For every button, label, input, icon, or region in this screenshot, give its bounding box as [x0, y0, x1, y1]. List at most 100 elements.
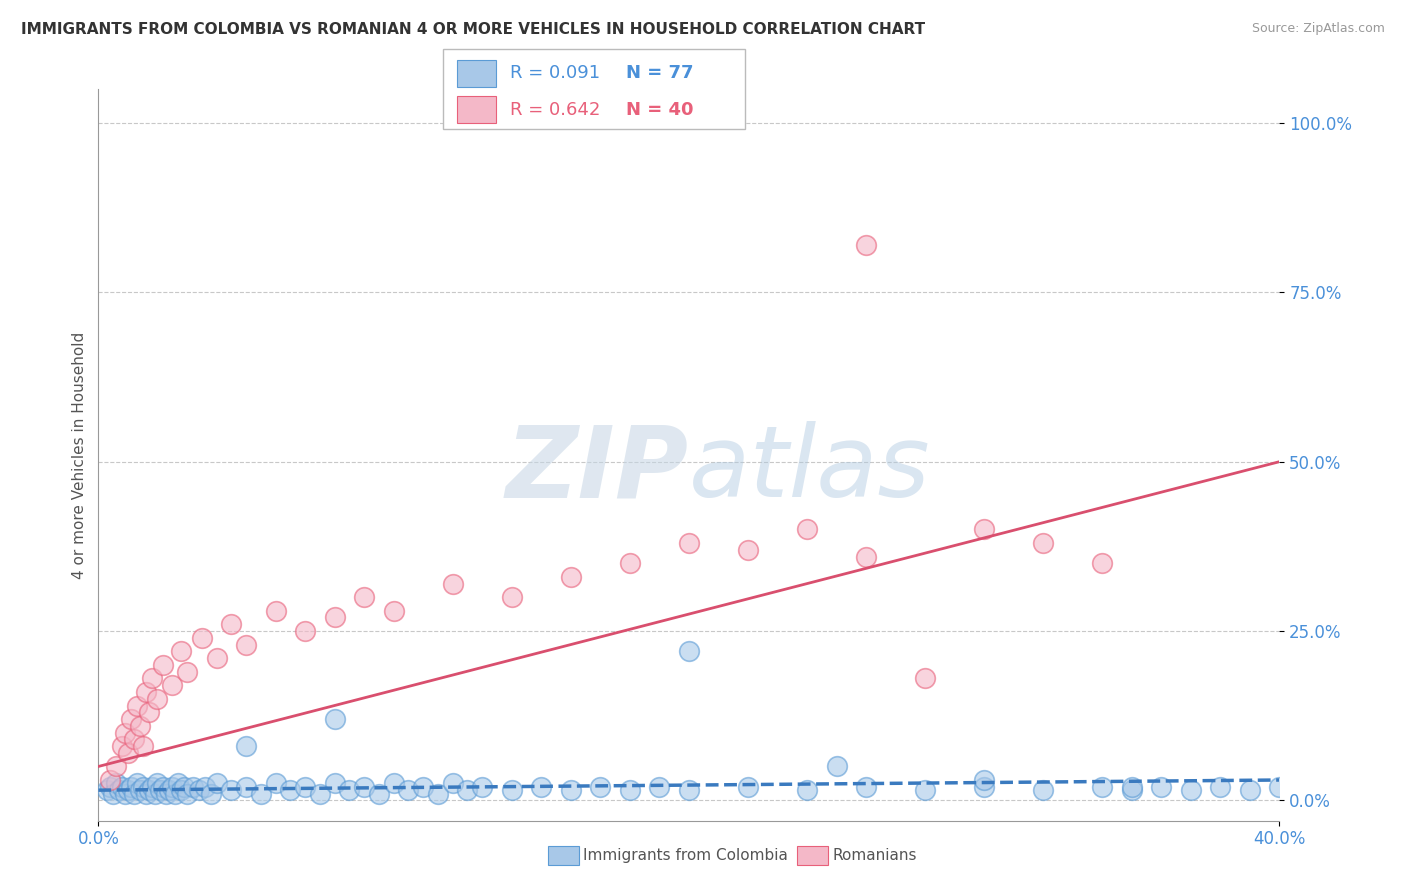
Point — [105, 759, 128, 773]
Point — [132, 780, 155, 794]
Point — [146, 691, 169, 706]
Point — [825, 759, 848, 773]
Point — [114, 725, 136, 739]
Point — [855, 780, 877, 794]
Point — [855, 549, 877, 564]
Point — [339, 783, 361, 797]
Point — [457, 783, 479, 797]
Point — [96, 783, 118, 797]
Point — [1268, 780, 1291, 794]
Point — [176, 787, 198, 801]
Point — [141, 672, 163, 686]
Point — [1091, 780, 1114, 794]
Point — [141, 780, 163, 794]
Point — [914, 783, 936, 797]
Point — [170, 644, 193, 658]
Point — [737, 542, 759, 557]
Point — [122, 732, 145, 747]
Point — [235, 638, 257, 652]
Point — [294, 780, 316, 794]
Point — [1239, 783, 1261, 797]
Point — [125, 776, 148, 790]
Text: IMMIGRANTS FROM COLOMBIA VS ROMANIAN 4 OR MORE VEHICLES IN HOUSEHOLD CORRELATION: IMMIGRANTS FROM COLOMBIA VS ROMANIAN 4 O… — [21, 22, 925, 37]
Point — [117, 746, 139, 760]
Point — [323, 776, 346, 790]
Point — [280, 783, 302, 797]
Point — [235, 739, 257, 753]
Point — [132, 739, 155, 753]
Point — [138, 706, 160, 720]
Point — [441, 776, 464, 790]
Point — [678, 536, 700, 550]
Point — [167, 776, 190, 790]
Point — [323, 610, 346, 624]
Point — [796, 523, 818, 537]
Point — [353, 780, 375, 794]
Point — [98, 772, 121, 787]
Point — [382, 776, 405, 790]
Point — [105, 776, 128, 790]
Point — [143, 787, 166, 801]
Text: Romanians: Romanians — [832, 848, 917, 863]
Point — [108, 783, 131, 797]
Point — [200, 787, 222, 801]
Point — [501, 783, 523, 797]
Point — [412, 780, 434, 794]
Point — [181, 780, 204, 794]
Text: N = 77: N = 77 — [626, 64, 693, 82]
Point — [128, 783, 150, 797]
Point — [250, 787, 273, 801]
Point — [162, 678, 183, 692]
Point — [173, 780, 195, 794]
Point — [205, 776, 228, 790]
Point — [1180, 783, 1202, 797]
Point — [441, 576, 464, 591]
Point — [162, 780, 183, 794]
Text: ZIP: ZIP — [506, 421, 689, 518]
Point — [1121, 780, 1143, 794]
Point — [1091, 556, 1114, 570]
Point — [560, 570, 582, 584]
Point — [117, 783, 139, 797]
Point — [111, 739, 134, 753]
Point — [501, 590, 523, 604]
Point — [1209, 780, 1232, 794]
Text: Immigrants from Colombia: Immigrants from Colombia — [583, 848, 789, 863]
Point — [187, 783, 209, 797]
Point — [114, 787, 136, 801]
Point — [120, 712, 142, 726]
Point — [530, 780, 553, 794]
Point — [264, 776, 287, 790]
Point — [368, 787, 391, 801]
Point — [194, 780, 217, 794]
Point — [737, 780, 759, 794]
Text: N = 40: N = 40 — [626, 101, 693, 119]
Point — [98, 780, 121, 794]
Point — [152, 780, 174, 794]
Point — [155, 787, 177, 801]
Point — [135, 787, 157, 801]
Point — [138, 783, 160, 797]
Point — [1121, 783, 1143, 797]
Point — [560, 783, 582, 797]
Point — [221, 617, 243, 632]
Point — [157, 783, 180, 797]
Point — [205, 651, 228, 665]
Point — [1032, 536, 1054, 550]
Point — [914, 672, 936, 686]
Point — [149, 783, 172, 797]
Point — [309, 787, 332, 801]
Point — [973, 780, 995, 794]
Point — [170, 783, 193, 797]
Point — [427, 787, 450, 801]
Point — [973, 523, 995, 537]
Point — [1150, 780, 1173, 794]
Point — [135, 685, 157, 699]
Text: Source: ZipAtlas.com: Source: ZipAtlas.com — [1251, 22, 1385, 36]
Point — [264, 604, 287, 618]
Point — [382, 604, 405, 618]
Point — [221, 783, 243, 797]
Point — [111, 780, 134, 794]
Point — [796, 783, 818, 797]
Point — [191, 631, 214, 645]
